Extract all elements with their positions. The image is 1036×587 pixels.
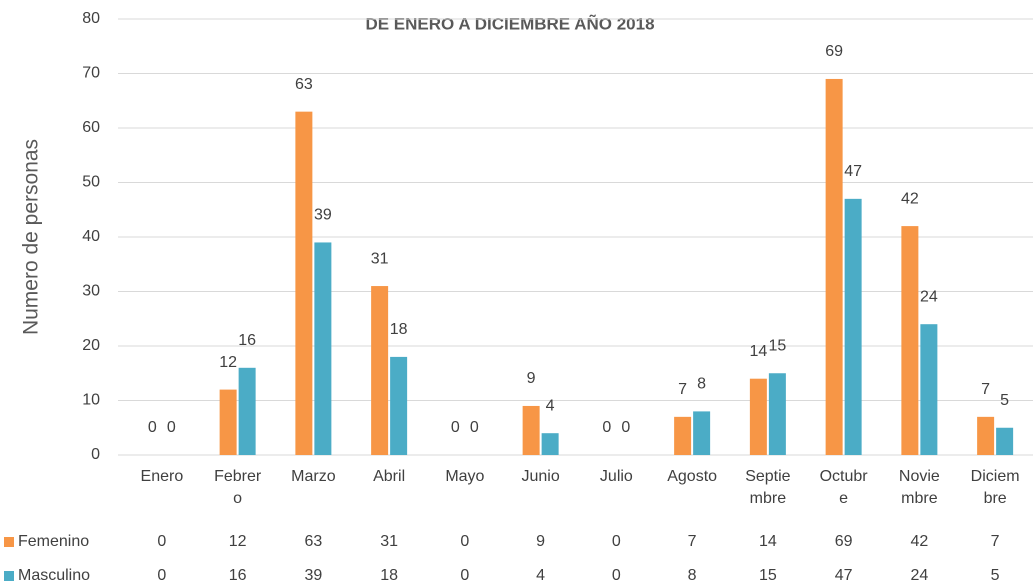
y-tick-label: 10 — [82, 392, 100, 409]
value-label: 7 — [678, 381, 687, 398]
value-label: 69 — [825, 43, 843, 60]
x-tick-label: Mayo — [445, 468, 485, 485]
table-cell: 42 — [910, 533, 928, 550]
value-label: 4 — [546, 397, 555, 414]
y-tick-label: 20 — [82, 337, 100, 354]
table-cell: 5 — [991, 567, 1000, 584]
x-tick-label: Julio — [599, 468, 633, 485]
value-label: 12 — [219, 354, 237, 371]
bar — [749, 378, 767, 455]
bar — [844, 198, 862, 455]
value-label: 7 — [981, 381, 990, 398]
value-label: 47 — [844, 163, 862, 180]
y-tick-label: 30 — [82, 283, 100, 300]
x-tick-label: Noviembre — [898, 468, 940, 507]
table-cell: 4 — [536, 567, 545, 584]
table-cell: 7 — [991, 533, 1000, 550]
value-label: 14 — [749, 343, 767, 360]
table-cell: 0 — [157, 533, 166, 550]
value-label: 15 — [768, 337, 786, 354]
value-label: 0 — [470, 419, 479, 436]
table-cell: 14 — [759, 533, 777, 550]
bar — [825, 78, 843, 455]
x-tick-label: Octubre — [819, 468, 868, 507]
bar — [977, 416, 995, 455]
bar — [295, 111, 313, 456]
x-tick-label: Agosto — [667, 468, 718, 485]
value-label: 5 — [1000, 392, 1009, 409]
bar — [238, 367, 256, 455]
x-tick-label: Abril — [373, 468, 406, 485]
chart-title: DE ENERO A DICIEMBRE AÑO 2018 — [365, 13, 654, 33]
table-cell: 47 — [835, 567, 853, 584]
x-tick-label: Marzo — [291, 468, 336, 485]
legend-key — [4, 571, 14, 581]
table-cell: 63 — [304, 533, 322, 550]
legend-key — [4, 537, 14, 547]
bar — [901, 226, 919, 455]
y-tick-label: 60 — [82, 119, 100, 136]
value-label: 0 — [602, 419, 611, 436]
y-tick-label: 80 — [82, 10, 100, 27]
bar — [522, 405, 540, 455]
y-axis-label: Numero de personas — [20, 139, 43, 335]
bar — [314, 242, 332, 455]
value-label: 42 — [901, 190, 919, 207]
bar — [920, 324, 938, 455]
value-label: 0 — [451, 419, 460, 436]
table-cell: 24 — [910, 567, 928, 584]
table-cell: 12 — [229, 533, 247, 550]
value-label: 0 — [621, 419, 630, 436]
y-tick-label: 50 — [82, 174, 100, 191]
bar — [371, 286, 389, 455]
bar — [390, 356, 408, 455]
value-label: 16 — [238, 332, 256, 349]
value-label: 9 — [527, 370, 536, 387]
table-cell: 31 — [380, 533, 398, 550]
legend-label: Masculino — [18, 567, 90, 584]
x-tick-label: Febrero — [214, 468, 262, 507]
value-label: 63 — [295, 76, 313, 93]
bar — [768, 373, 786, 455]
x-tick-label: Enero — [140, 468, 184, 485]
table-cell: 9 — [536, 533, 545, 550]
bar — [996, 427, 1014, 455]
x-tick-label: Diciembre — [970, 468, 1020, 507]
table-cell: 18 — [380, 567, 398, 584]
value-label: 0 — [148, 419, 157, 436]
y-tick-label: 40 — [82, 228, 100, 245]
value-label: 24 — [920, 288, 938, 305]
value-label: 31 — [371, 250, 389, 267]
y-tick-label: 0 — [91, 446, 100, 463]
table-cell: 0 — [612, 533, 621, 550]
table-cell: 16 — [229, 567, 247, 584]
value-label: 18 — [390, 321, 408, 338]
table-cell: 39 — [304, 567, 322, 584]
table-cell: 0 — [612, 567, 621, 584]
value-label: 8 — [697, 376, 706, 393]
table-cell: 69 — [835, 533, 853, 550]
x-tick-label: Junio — [521, 468, 560, 485]
table-cell: 0 — [157, 567, 166, 584]
bar — [693, 411, 711, 455]
value-label: 0 — [167, 419, 176, 436]
y-tick-label: 70 — [82, 65, 100, 82]
table-cell: 0 — [460, 567, 469, 584]
table-cell: 0 — [460, 533, 469, 550]
x-tick-label: Septiembre — [745, 468, 791, 507]
table-cell: 15 — [759, 567, 777, 584]
legend-label: Femenino — [18, 533, 89, 550]
bar — [674, 416, 692, 455]
value-label: 39 — [314, 207, 332, 224]
table-cell: 8 — [688, 567, 697, 584]
table-cell: 7 — [688, 533, 697, 550]
bar — [541, 433, 559, 455]
bar — [219, 389, 237, 455]
